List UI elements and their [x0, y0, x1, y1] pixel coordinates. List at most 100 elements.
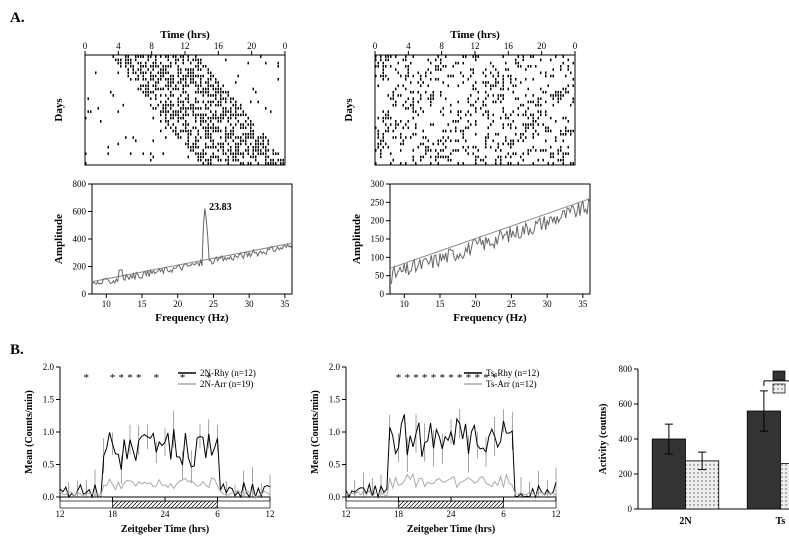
svg-text:30: 30	[543, 299, 553, 309]
svg-text:20: 20	[173, 299, 183, 309]
svg-text:1.5: 1.5	[43, 395, 55, 405]
svg-text:*: *	[457, 372, 463, 384]
svg-text:30: 30	[245, 299, 255, 309]
svg-text:20: 20	[471, 299, 481, 309]
svg-text:10: 10	[102, 299, 112, 309]
svg-text:800: 800	[619, 364, 633, 374]
svg-text:23.83: 23.83	[209, 202, 232, 213]
svg-text:250: 250	[371, 197, 385, 207]
svg-text:10: 10	[400, 299, 410, 309]
svg-text:Amplitude: Amplitude	[53, 214, 65, 264]
svg-text:*: *	[440, 372, 446, 384]
svg-text:15: 15	[138, 299, 148, 309]
svg-text:6: 6	[501, 509, 506, 519]
svg-text:2.0: 2.0	[329, 362, 341, 372]
svg-text:Days: Days	[343, 98, 355, 122]
svg-text:Time (hrs): Time (hrs)	[450, 29, 500, 41]
svg-text:Mean (Counts/min): Mean (Counts/min)	[24, 390, 35, 474]
svg-text:*: *	[396, 372, 402, 384]
svg-text:12: 12	[471, 41, 480, 51]
svg-text:4: 4	[116, 41, 121, 51]
svg-text:300: 300	[371, 179, 385, 189]
svg-text:Amplitude: Amplitude	[351, 214, 363, 264]
svg-text:0.0: 0.0	[329, 492, 341, 502]
svg-text:*: *	[466, 372, 472, 384]
svg-text:0: 0	[82, 289, 87, 299]
svg-text:6: 6	[215, 509, 220, 519]
svg-text:200: 200	[619, 469, 633, 479]
panel-b-row: 0.0 0.5 1.0 1.5 2.0 12 18 24 6 12 Zeitgeber Time (…	[20, 359, 779, 535]
periodogram-svg-left: 0 200 400 600 800 10 15 20 25 30 35 Frequency (Hz) A…	[50, 176, 298, 324]
svg-text:24: 24	[447, 509, 457, 519]
svg-text:0.5: 0.5	[43, 460, 55, 470]
svg-text:*: *	[154, 372, 160, 384]
svg-text:*: *	[84, 372, 90, 384]
svg-text:25: 25	[209, 299, 219, 309]
svg-text:200: 200	[73, 262, 87, 272]
svg-text:600: 600	[73, 207, 87, 217]
panel-a-actograms-row: Time (hrs)0481216200Days Time (hrs)04812…	[50, 27, 779, 170]
svg-text:Frequency (Hz): Frequency (Hz)	[155, 312, 229, 324]
timeseries-svg-right: 0.00.51.01.52.0121824612Zeitgeber Time (…	[306, 359, 562, 535]
svg-text:*: *	[431, 372, 437, 384]
svg-text:*: *	[119, 372, 125, 384]
svg-text:Days: Days	[53, 98, 65, 122]
svg-text:600: 600	[619, 399, 633, 409]
svg-text:24: 24	[161, 509, 171, 519]
svg-text:4: 4	[406, 41, 411, 51]
panel-a-label: A.	[10, 10, 25, 27]
panel-a-periodograms-row: 0 200 400 600 800 10 15 20 25 30 35 Frequency (Hz) A…	[50, 176, 779, 324]
svg-text:35: 35	[578, 299, 588, 309]
svg-text:18: 18	[394, 509, 404, 519]
svg-text:0: 0	[283, 41, 288, 51]
svg-text:Zeitgeber Time (hrs): Zeitgeber Time (hrs)	[121, 524, 209, 535]
timeseries-left: 0.0 0.5 1.0 1.5 2.0 12 18 24 6 12 Zeitgeber Time (…	[20, 359, 276, 535]
svg-text:12: 12	[266, 509, 275, 519]
svg-text:*: *	[110, 372, 116, 384]
svg-text:Time (hrs): Time (hrs)	[160, 29, 210, 41]
svg-text:8: 8	[439, 41, 444, 51]
svg-text:100: 100	[371, 252, 385, 262]
barchart: 0200400600800Activity (coutns)2NTs*ShamA…	[592, 359, 789, 535]
svg-text:Activity (coutns): Activity (coutns)	[598, 404, 609, 475]
svg-text:400: 400	[619, 434, 633, 444]
svg-text:0: 0	[573, 41, 578, 51]
actogram-svg-right: Time (hrs)0481216200Days	[340, 27, 580, 170]
svg-text:Frequency (Hz): Frequency (Hz)	[453, 312, 527, 324]
svg-text:0.0: 0.0	[43, 492, 55, 502]
svg-text:1.5: 1.5	[329, 395, 341, 405]
timeseries-svg-left: 0.0 0.5 1.0 1.5 2.0 12 18 24 6 12 Zeitgeber Time (…	[20, 359, 276, 535]
svg-text:15: 15	[436, 299, 446, 309]
svg-text:25: 25	[507, 299, 517, 309]
panel-b-label: B.	[10, 342, 24, 359]
svg-text:12: 12	[552, 509, 561, 519]
svg-text:*: *	[180, 372, 186, 384]
periodogram-svg-right: 050100150200250300101520253035Frequency …	[348, 176, 596, 324]
timeseries-right: 0.00.51.01.52.0121824612Zeitgeber Time (…	[306, 359, 562, 535]
svg-text:0.5: 0.5	[329, 460, 341, 470]
svg-text:800: 800	[73, 179, 87, 189]
svg-text:35: 35	[280, 299, 290, 309]
actogram-right: Time (hrs)0481216200Days	[340, 27, 580, 170]
svg-text:Zeitgeber Time (hrs): Zeitgeber Time (hrs)	[407, 524, 495, 535]
svg-text:*: *	[413, 372, 419, 384]
svg-text:12: 12	[56, 509, 65, 519]
svg-text:*: *	[448, 372, 454, 384]
svg-text:*: *	[206, 372, 212, 384]
svg-text:*: *	[127, 372, 133, 384]
svg-text:Ts: Ts	[776, 516, 786, 527]
svg-text:*: *	[422, 372, 428, 384]
svg-text:2.0: 2.0	[43, 362, 55, 372]
svg-text:20: 20	[247, 41, 257, 51]
svg-text:18: 18	[108, 509, 118, 519]
svg-text:1.0: 1.0	[329, 427, 341, 437]
svg-text:1.0: 1.0	[43, 427, 55, 437]
svg-text:2N: 2N	[679, 516, 692, 527]
svg-text:0: 0	[83, 41, 88, 51]
actogram-left: Time (hrs)0481216200Days	[50, 27, 290, 170]
svg-text:50: 50	[375, 271, 385, 281]
actogram-svg-left: Time (hrs)0481216200Days	[50, 27, 290, 170]
svg-text:400: 400	[73, 234, 87, 244]
svg-text:*: *	[475, 372, 481, 384]
svg-text:20: 20	[537, 41, 547, 51]
